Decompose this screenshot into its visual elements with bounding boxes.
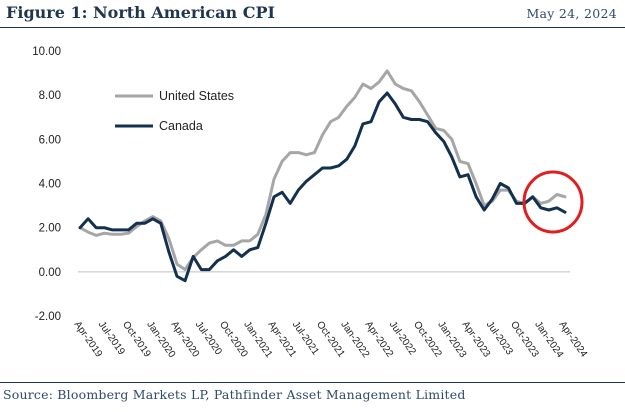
canada-cpi-line <box>78 91 567 283</box>
x-axis: Apr-2019Jul-2019Oct-2019Jan-2020Apr-2020… <box>72 319 590 360</box>
y-tick-label: 6.00 <box>39 134 61 146</box>
legend-label-canada: Canada <box>159 119 203 133</box>
y-axis: 10.00 8.00 6.00 4.00 2.00 0.00 -2.00 <box>32 46 61 323</box>
report-date: May 24, 2024 <box>526 6 617 21</box>
cpi-line-chart: 10.00 8.00 6.00 4.00 2.00 0.00 -2.00 Apr-2019J… <box>32 46 590 360</box>
bottom-divider <box>0 382 625 383</box>
source-note: Source: Bloomberg Markets LP, Pathfinder… <box>3 387 466 402</box>
highlight-circle <box>522 170 584 234</box>
y-tick-label: 10.00 <box>32 46 61 58</box>
legend-label-us: United States <box>159 89 234 103</box>
us-cpi-line <box>78 69 567 272</box>
top-divider <box>0 27 625 28</box>
y-tick-label: 8.00 <box>39 90 61 102</box>
y-tick-label: 2.00 <box>39 223 61 235</box>
y-tick-label: -2.00 <box>35 311 61 323</box>
y-tick-label: 0.00 <box>39 267 61 279</box>
chart-title: Figure 1: North American CPI <box>6 3 275 22</box>
legend: United States Canada <box>115 89 234 133</box>
y-tick-label: 4.00 <box>39 179 61 191</box>
